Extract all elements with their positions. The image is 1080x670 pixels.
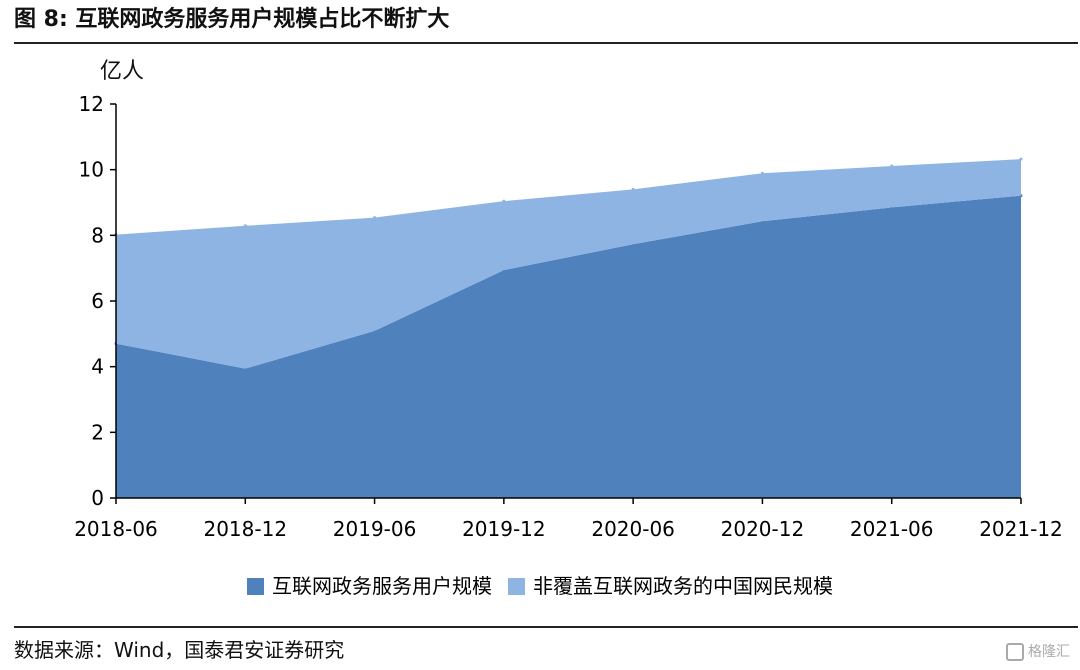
series-2-point-2020-12 [760,171,764,175]
legend-item-series-1: 互联网政务服务用户规模 [247,570,492,599]
area-series-1 [116,195,1021,499]
x-tick-label: 2021-06 [850,517,934,541]
watermark: 格隆汇 [1006,640,1070,664]
series-2-point-2019-12 [502,199,506,203]
watermark-logo-icon [1006,643,1024,661]
y-tick-label: 4 [91,355,104,379]
source-note: 数据来源：Wind，国泰君安证券研究 [14,638,345,662]
x-tick-label: 2021-12 [979,517,1063,541]
legend-label: 互联网政务服务用户规模 [272,574,492,598]
stacked-area-chart: 0 2 4 6 8 10 12 2018-06 2018-12 2019-06 2019-12 202… [74,59,1063,541]
y-tick-label: 10 [79,158,104,182]
x-tick-label: 2018-12 [203,517,287,541]
area-series-2 [116,159,1021,369]
legend-label: 非覆盖互联网政务的中国网民规模 [533,574,833,598]
x-tick-label: 2020-12 [721,517,805,541]
x-tick-label: 2018-06 [74,517,158,541]
series-2-point-2020-06 [631,187,635,191]
chart-legend: 互联网政务服务用户规模 非覆盖互联网政务的中国网民规模 [0,570,1080,600]
legend-swatch [508,578,525,595]
series-2-point-2021-06 [890,164,894,168]
legend-swatch [247,578,264,595]
y-axis-unit-label: 亿人 [100,59,144,84]
series-2-point-2021-12 [1019,157,1023,161]
watermark-text: 格隆汇 [1028,644,1070,660]
y-tick-label: 8 [91,223,104,247]
series-2-point-2018-12 [243,224,247,228]
x-tick-label: 2020-06 [591,517,675,541]
legend-item-series-2: 非覆盖互联网政务的中国网民规模 [508,570,833,599]
x-tick-label: 2019-12 [462,517,546,541]
x-tick-label: 2019-06 [333,517,417,541]
y-tick-label: 12 [79,92,104,116]
chart-areas [114,157,1023,499]
y-tick-label: 0 [91,486,104,510]
y-tick-label: 6 [91,289,104,313]
source-divider [14,626,1078,628]
title-divider [14,42,1078,44]
figure-title: 图 8: 互联网政务服务用户规模占比不断扩大 [14,7,450,32]
y-tick-label: 2 [91,420,104,444]
chart-axes: 0 2 4 6 8 10 12 2018-06 2018-12 2019-06 2019-12 202… [74,92,1063,541]
series-2-point-2019-06 [373,216,377,220]
